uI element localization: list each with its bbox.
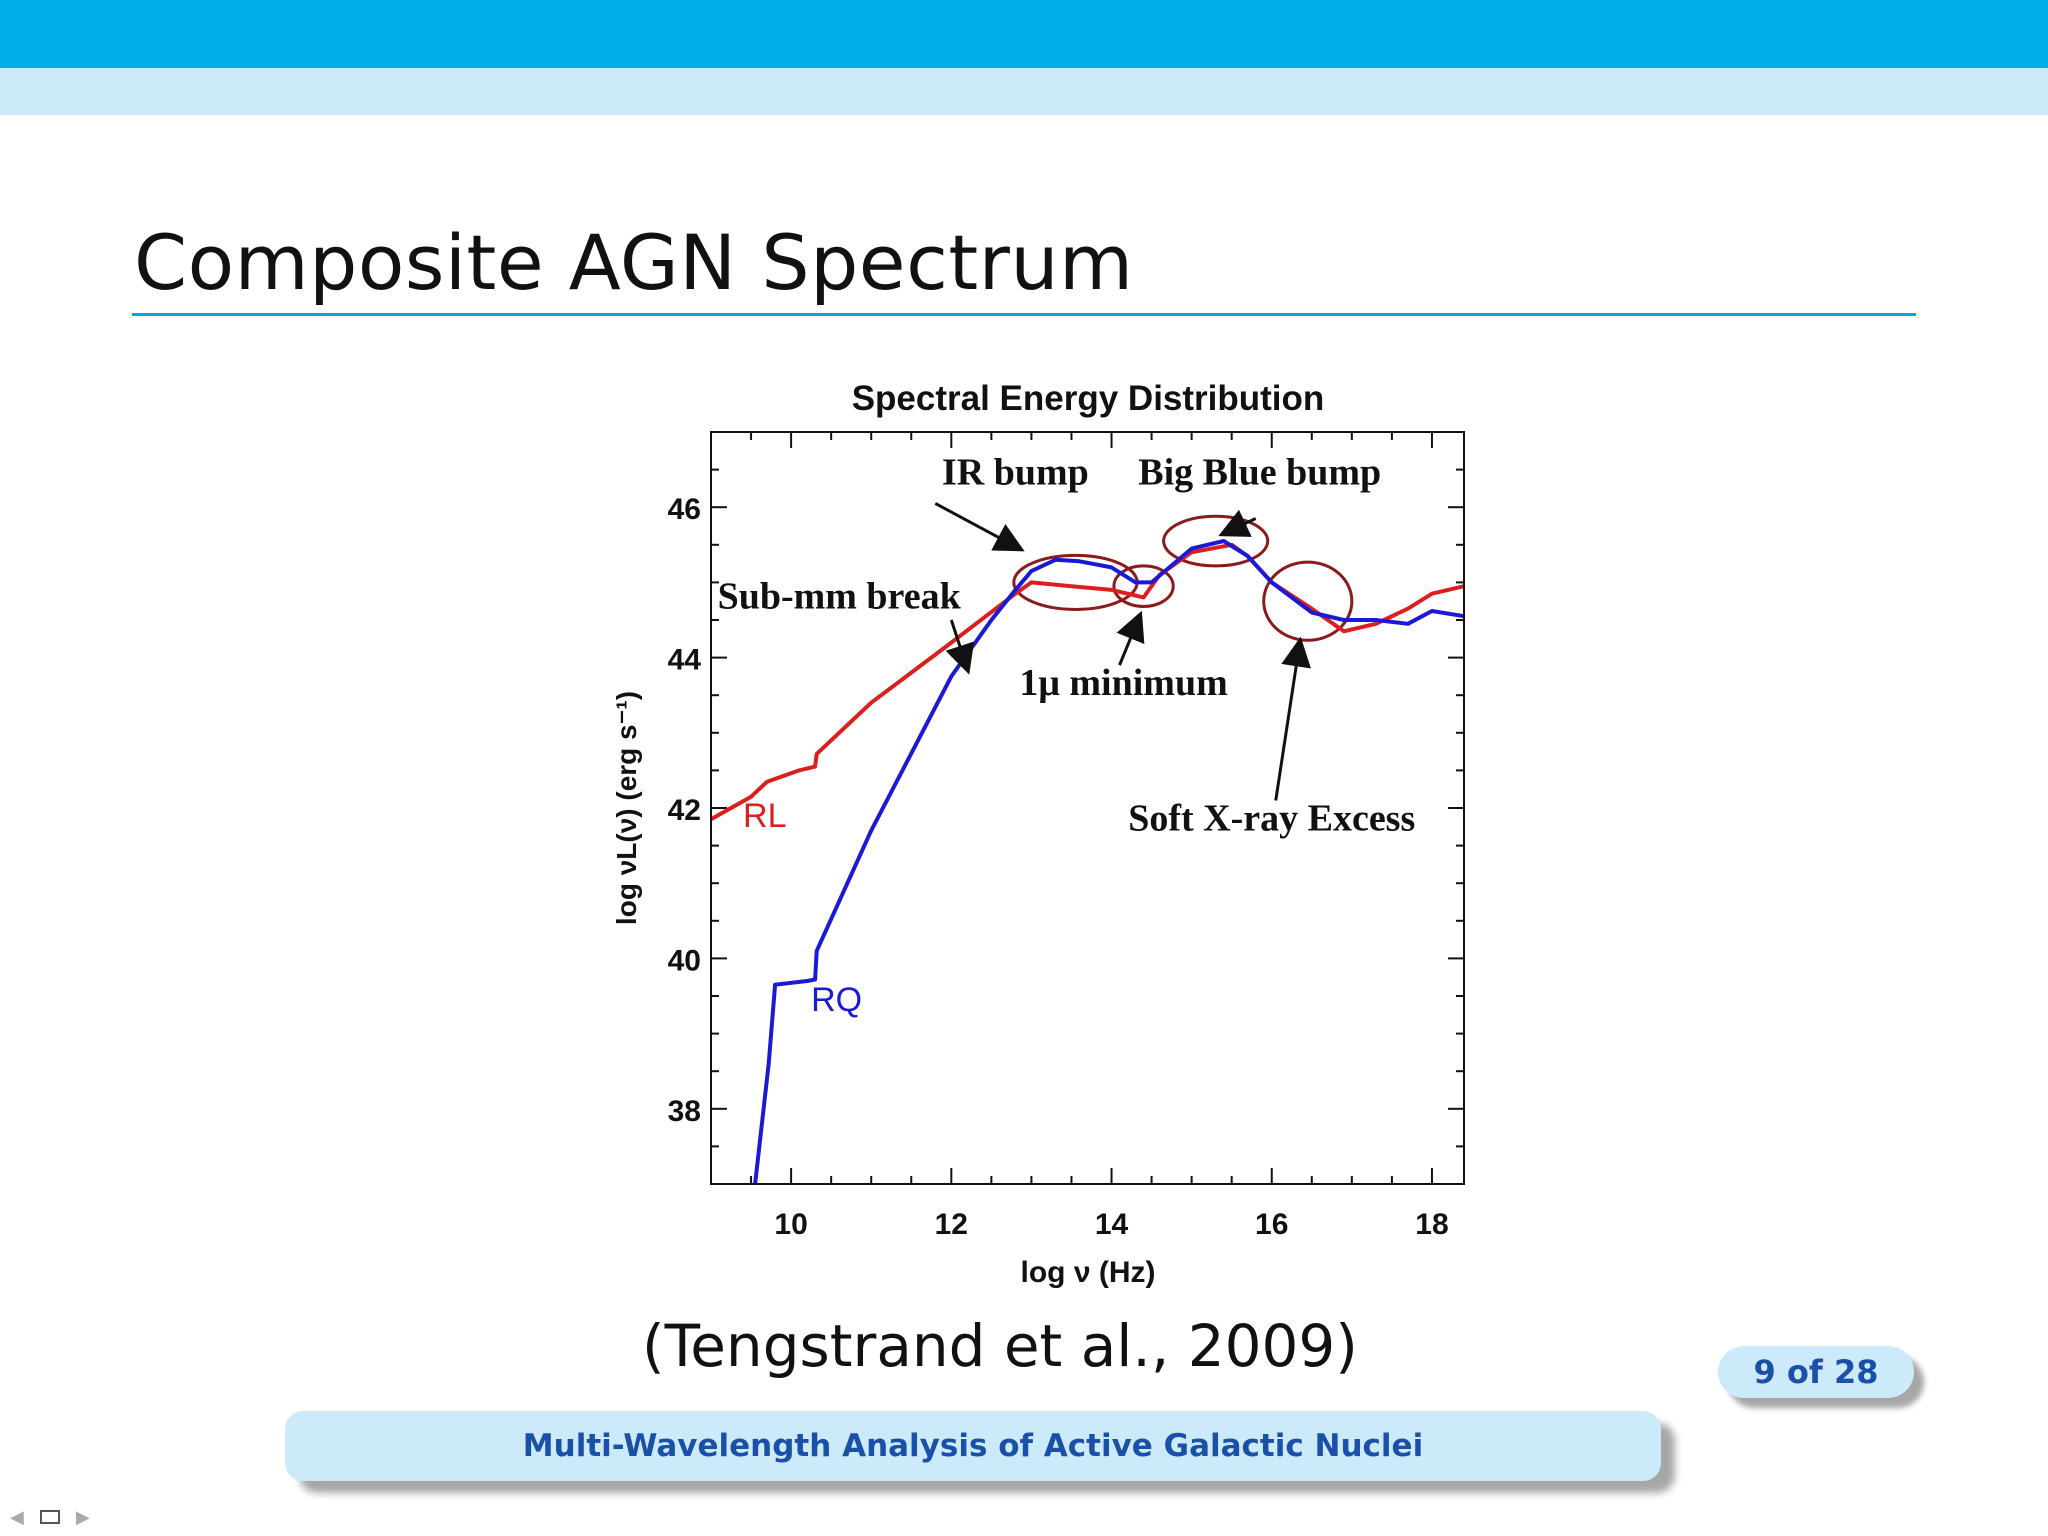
header-bar [0,0,2048,68]
page-indicator: 9 of 28 [1718,1346,1914,1398]
annotation-label: Big Blue bump [1138,452,1381,494]
y-tick-label: 44 [668,644,702,677]
frame-icon[interactable] [39,1510,60,1524]
title-underline [132,313,1916,316]
annotation-label: 1μ minimum [1019,662,1227,704]
y-tick-label: 40 [668,944,701,977]
annotation-arrow [945,619,975,675]
x-tick-label: 18 [1415,1208,1448,1241]
highlight-ellipse [1162,514,1270,568]
highlight-ellipse [1112,564,1175,608]
footer-title: Multi-Wavelength Analysis of Active Gala… [285,1411,1661,1481]
annotation-arrow [1116,610,1145,666]
y-axis-label: log νL(ν) (erg s⁻¹) [611,691,642,925]
series-line-rl [710,542,1465,822]
slide-title: Composite AGN Spectrum [134,218,1134,307]
x-tick-label: 16 [1255,1208,1288,1241]
x-axis-label: log ν (Hz) [1021,1256,1156,1289]
sed-chart: Spectral Energy Distribution 10 12 14 16 18 3… [611,379,1465,1289]
series-label-rq: RQ [811,981,862,1019]
y-tick-label: 46 [668,493,701,526]
x-tick-label: 12 [935,1208,968,1241]
annotation-arrow [934,502,1025,552]
annotation-arrow [1218,509,1257,537]
annotation-label: Soft X-ray Excess [1128,798,1415,840]
y-tick-label: 42 [668,794,701,827]
triangle-right-icon[interactable]: ▶ [75,1506,90,1528]
navigation-controls: ◀ ▶ [10,1502,90,1532]
annotation-label: IR bump [942,452,1089,494]
plot-frame [710,431,1465,1185]
series-label-rl: RL [743,797,786,835]
y-tick-label: 38 [668,1095,701,1128]
citation: (Tengstrand et al., 2009) [0,1312,2048,1380]
citation-text: (Tengstrand et al., 2009) [642,1312,1358,1380]
subheader-bar [0,68,2048,115]
chart-title: Spectral Energy Distribution [852,379,1325,418]
annotation-label: Sub-mm break [718,576,962,618]
series-line-rq [753,539,1465,1185]
x-tick-label: 14 [1095,1208,1129,1241]
x-tick-label: 10 [774,1208,807,1241]
triangle-left-icon[interactable]: ◀ [10,1506,24,1528]
annotation-arrow [1274,636,1312,801]
